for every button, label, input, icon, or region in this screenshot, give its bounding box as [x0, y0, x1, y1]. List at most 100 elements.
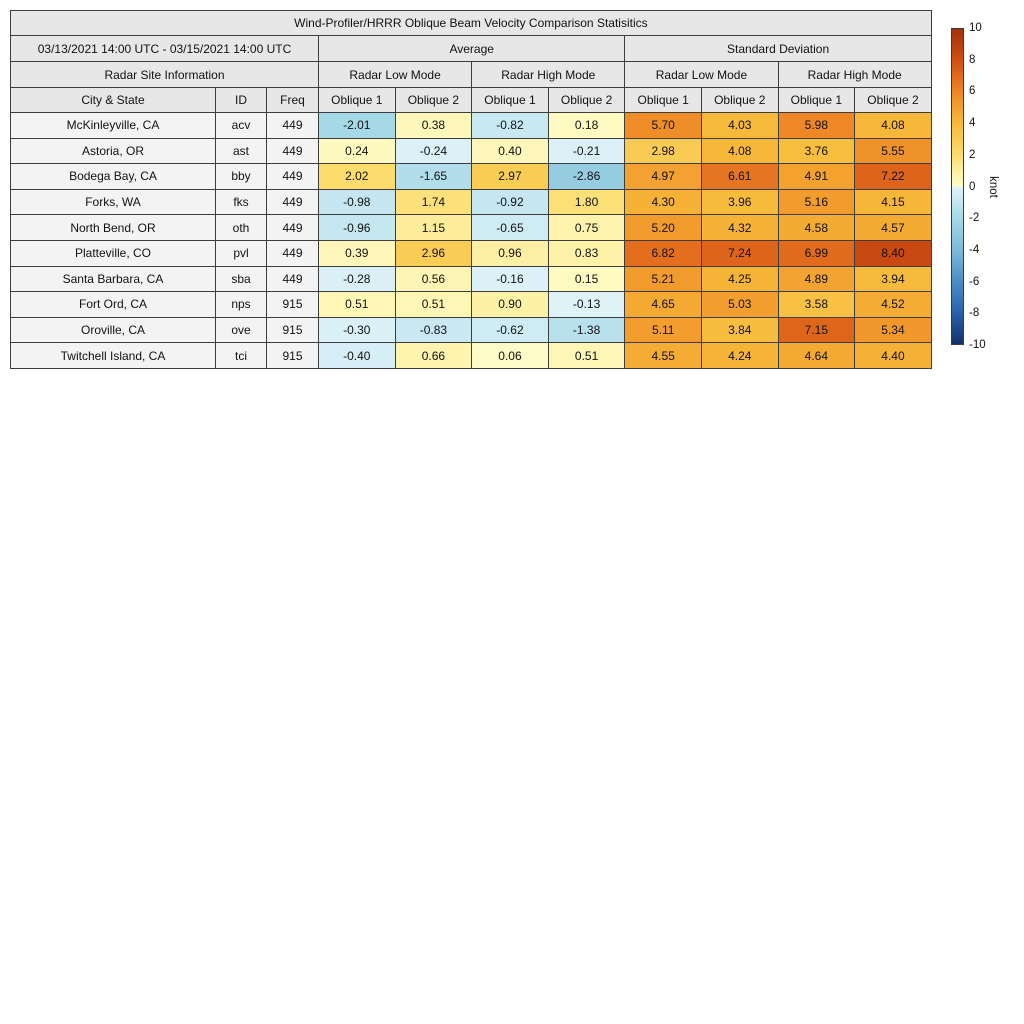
value-cell: 5.70	[624, 112, 702, 139]
city-cell: Astoria, OR	[10, 137, 216, 165]
site-id-cell: bby	[215, 163, 267, 190]
value-cell: 4.08	[700, 137, 779, 165]
oblique-header: Oblique 1	[471, 87, 549, 113]
freq-cell: 449	[266, 163, 319, 190]
value-cell: 4.30	[624, 188, 702, 216]
oblique-header: Oblique 1	[318, 87, 396, 113]
title-row: Wind-Profiler/HRRR Oblique Beam Velocity…	[10, 10, 932, 36]
value-cell: 0.75	[547, 214, 626, 241]
value-cell: 0.39	[318, 239, 396, 267]
table-row: Oroville, CA ove 915 -0.30 -0.83 -0.62 -1.38 5.…	[10, 316, 932, 344]
freq-header: Freq	[266, 87, 319, 113]
value-cell: 1.15	[394, 214, 473, 241]
value-cell: -0.13	[547, 291, 626, 318]
oblique-header: Oblique 2	[547, 87, 626, 113]
date-range-cell: 03/13/2021 14:00 UTC - 03/15/2021 14:00 …	[10, 35, 319, 62]
value-cell: -0.24	[394, 137, 473, 165]
stats-table: Wind-Profiler/HRRR Oblique Beam Velocity…	[10, 10, 932, 369]
colorbar-tick-label: 2	[969, 148, 976, 161]
value-cell: 0.24	[318, 137, 396, 165]
value-cell: 0.90	[471, 291, 549, 318]
site-id-cell: fks	[215, 188, 267, 216]
value-cell: -0.83	[394, 316, 473, 344]
colorbar-tick-label: -6	[969, 275, 980, 288]
table-row: McKinleyville, CA acv 449 -2.01 0.38 -0.82 0.1…	[10, 112, 932, 139]
value-cell: 5.21	[624, 265, 702, 293]
value-cell: 0.66	[394, 342, 473, 369]
value-cell: 0.56	[394, 265, 473, 293]
colorbar-tick-label: -10	[969, 339, 986, 351]
freq-cell: 449	[266, 265, 319, 293]
value-cell: 5.98	[777, 112, 856, 139]
value-cell: 2.98	[624, 137, 702, 165]
site-id-cell: ove	[215, 316, 267, 344]
value-cell: 7.15	[777, 316, 856, 344]
value-cell: -0.28	[318, 265, 396, 293]
colorbar-gradient	[951, 28, 964, 345]
value-cell: 3.96	[700, 188, 779, 216]
colorbar-tick-label: 4	[969, 117, 976, 130]
value-cell: 0.40	[471, 137, 549, 165]
value-cell: -0.21	[547, 137, 626, 165]
city-cell: Santa Barbara, CA	[10, 265, 216, 293]
site-id-cell: nps	[215, 291, 267, 318]
average-header: Average	[317, 35, 626, 62]
table-row: Twitchell Island, CA tci 915 -0.40 0.66 0.06 0…	[10, 342, 932, 369]
colorbar-tick-label: 8	[969, 53, 976, 66]
site-id-cell: acv	[215, 112, 267, 139]
city-cell: Platteville, CO	[10, 239, 216, 267]
freq-cell: 449	[266, 188, 319, 216]
colorbar-tick-label: -4	[969, 243, 980, 256]
colorbar-tick-label: 6	[969, 85, 976, 98]
value-cell: 0.96	[471, 239, 549, 267]
site-id-cell: ast	[215, 137, 267, 165]
mode-header-row: Radar Site Information Radar Low Mode Ra…	[10, 61, 932, 88]
value-cell: 4.89	[777, 265, 856, 293]
value-cell: 4.32	[700, 214, 779, 241]
oblique-header: Oblique 1	[777, 87, 856, 113]
value-cell: 4.91	[777, 163, 856, 190]
value-cell: 4.25	[700, 265, 779, 293]
value-cell: 0.51	[394, 291, 473, 318]
value-cell: 5.34	[854, 316, 932, 344]
mode-header: Radar High Mode	[471, 61, 626, 88]
value-cell: 4.65	[624, 291, 702, 318]
table-row: Fort Ord, CA nps 915 0.51 0.51 0.90 -0.13 4.65 5…	[10, 291, 932, 318]
value-cell: 0.83	[547, 239, 626, 267]
freq-cell: 449	[266, 214, 319, 241]
value-cell: 1.74	[394, 188, 473, 216]
value-cell: 5.16	[777, 188, 856, 216]
value-cell: -0.98	[318, 188, 396, 216]
colorbar-tick-label: -8	[969, 307, 980, 320]
city-cell: North Bend, OR	[10, 214, 216, 241]
value-cell: 4.57	[854, 214, 932, 241]
value-cell: -0.62	[471, 316, 549, 344]
city-cell: McKinleyville, CA	[10, 112, 216, 139]
table-row: Forks, WA fks 449 -0.98 1.74 -0.92 1.80 4.30 3.9…	[10, 188, 932, 216]
value-cell: 1.80	[547, 188, 626, 216]
value-cell: 5.20	[624, 214, 702, 241]
value-cell: 6.99	[777, 239, 856, 267]
mode-header: Radar Low Mode	[624, 61, 779, 88]
value-cell: -0.92	[471, 188, 549, 216]
value-cell: -1.38	[547, 316, 626, 344]
mode-header: Radar Low Mode	[317, 61, 473, 88]
value-cell: 5.11	[624, 316, 702, 344]
table-title: Wind-Profiler/HRRR Oblique Beam Velocity…	[10, 10, 932, 36]
mode-header: Radar High Mode	[777, 61, 932, 88]
colorbar-tick-label: 0	[969, 180, 976, 193]
value-cell: 7.22	[854, 163, 932, 190]
value-cell: 4.40	[854, 342, 932, 369]
value-cell: 8.40	[854, 239, 932, 267]
site-info-header: Radar Site Information	[10, 61, 319, 88]
value-cell: 0.51	[547, 342, 626, 369]
value-cell: 2.02	[318, 163, 396, 190]
value-cell: 2.97	[471, 163, 549, 190]
value-cell: -0.40	[318, 342, 396, 369]
column-header-row: City & State ID Freq Oblique 1 Oblique 2…	[10, 87, 932, 113]
value-cell: 5.55	[854, 137, 932, 165]
freq-cell: 449	[266, 239, 319, 267]
oblique-header: Oblique 2	[854, 87, 932, 113]
oblique-header: Oblique 2	[394, 87, 473, 113]
